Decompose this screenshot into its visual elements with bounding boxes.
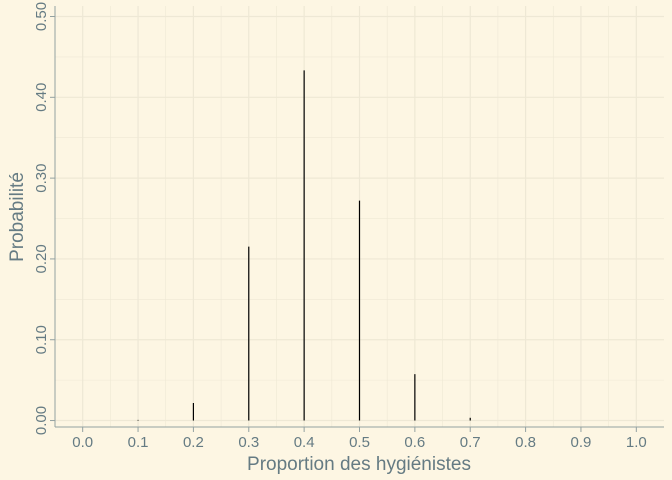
bars (137, 70, 471, 421)
x-tick-labels: 0.0 0.1 0.2 0.3 0.4 0.5 0.6 0.7 0.8 0.9 1.0 (72, 434, 646, 451)
y-tick-label: 0.30 (33, 164, 50, 193)
y-tick-label: 0.20 (33, 244, 50, 273)
x-axis-title: Proportion des hygiénistes (247, 454, 471, 475)
x-tick-label: 1.0 (626, 434, 647, 451)
x-tick-label: 0.0 (72, 434, 93, 451)
y-axis-title: Probabilité (7, 172, 28, 262)
y-tick-labels: 0.00 0.10 0.20 0.30 0.40 0.50 (33, 2, 50, 435)
y-tick-label: 0.00 (33, 406, 50, 435)
x-tick-label: 0.1 (128, 434, 149, 451)
x-tick-label: 0.5 (349, 434, 370, 451)
x-tick-label: 0.2 (183, 434, 204, 451)
axes (50, 6, 664, 432)
x-tick-label: 0.6 (404, 434, 425, 451)
x-tick-label: 0.3 (238, 434, 259, 451)
y-tick-label: 0.40 (33, 83, 50, 112)
x-tick-label: 0.8 (515, 434, 536, 451)
x-tick-label: 0.4 (294, 434, 315, 451)
x-tick-label: 0.7 (460, 434, 481, 451)
y-tick-label: 0.50 (33, 2, 50, 31)
y-tick-label: 0.10 (33, 325, 50, 354)
x-tick-label: 0.9 (571, 434, 592, 451)
